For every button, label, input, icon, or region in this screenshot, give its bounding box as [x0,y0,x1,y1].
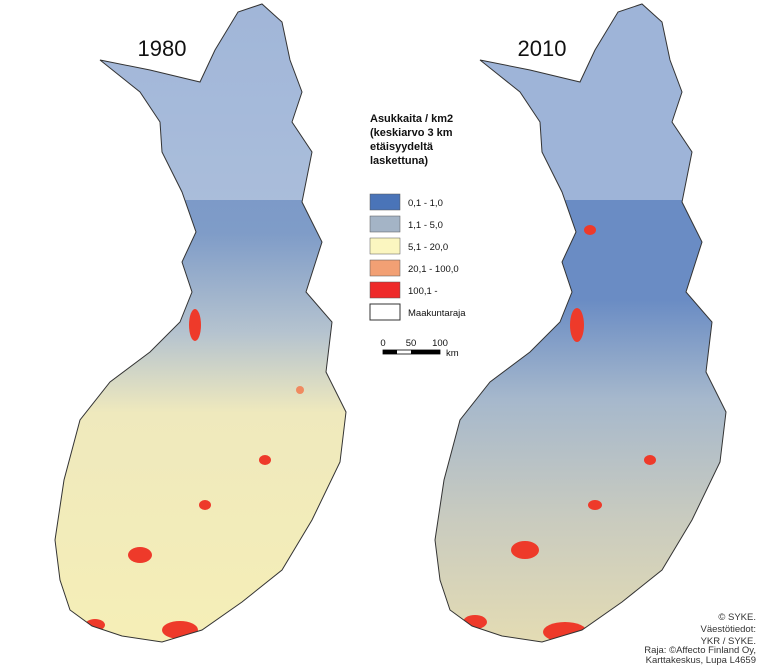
credit: © SYKE. [718,612,756,623]
credit: Karttakeskus, Lupa L4659 [646,655,756,666]
legend: Asukkaita / km2 (keskiarvo 3 km etäisyyd… [362,105,466,350]
legend-item: 5,1 - 20,0 [408,242,448,253]
legend-title: laskettuna) [370,155,428,167]
legend-item: 100,1 - [408,286,438,297]
scale-label: 0 [380,338,385,349]
credit: Väestötiedot: [701,624,756,635]
legend-item: 0,1 - 1,0 [408,198,443,209]
legend-title: etäisyydeltä [370,141,434,153]
scale-bar: 0 50 100 km [380,338,458,359]
map-year: 2010 [518,36,567,61]
legend-title: Asukkaita / km2 [370,113,453,125]
legend-item: Maakuntaraja [408,308,466,319]
legend-title: (keskiarvo 3 km [370,127,453,139]
credits: © SYKE. Väestötiedot: YKR / SYKE. Raja: … [644,612,756,666]
scale-unit: km [446,348,459,359]
credit: Raja: ©Affecto Finland Oy, [644,645,756,656]
map-year: 1980 [138,36,187,61]
credit: YKR / SYKE. [701,636,756,647]
map-1980: 1980 [54,3,347,643]
scale-label: 100 [432,338,448,349]
legend-item: 20,1 - 100,0 [408,264,459,275]
legend-item: 1,1 - 5,0 [408,220,443,231]
scale-label: 50 [406,338,417,349]
